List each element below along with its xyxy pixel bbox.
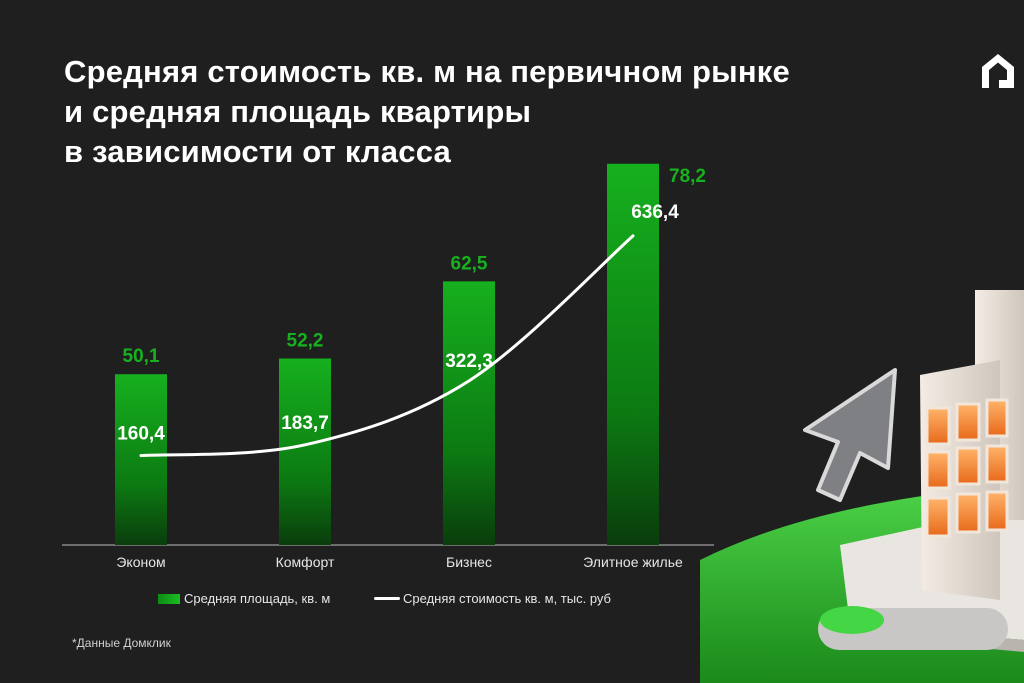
bar-value-label-2: 52,2 xyxy=(287,330,324,351)
legend-swatch-cost xyxy=(374,597,400,600)
bar-value-label-4: 78,2 xyxy=(669,166,706,187)
line-value-label-3: 322,3 xyxy=(445,351,493,372)
chart-title: Средняя стоимость кв. м на первичном рын… xyxy=(64,52,884,172)
x-tick-label-4: Элитное жилье xyxy=(583,554,683,570)
bar-4 xyxy=(607,163,659,545)
bar-3 xyxy=(443,281,495,545)
bar-value-label-3: 62,5 xyxy=(451,253,488,274)
legend-label-area: Средняя площадь, кв. м xyxy=(184,591,331,606)
bar-2 xyxy=(279,358,331,545)
building-cursor-illustration xyxy=(700,290,1024,683)
legend-label-cost: Средняя стоимость кв. м, тыс. руб xyxy=(403,591,611,606)
bar-value-label-1: 50,1 xyxy=(123,346,160,367)
x-tick-label-3: Бизнес xyxy=(446,554,492,570)
line-value-label-2: 183,7 xyxy=(281,413,329,434)
chart-title-line-1: Средняя стоимость кв. м на первичном рын… xyxy=(64,54,790,89)
x-tick-label-2: Комфорт xyxy=(276,554,335,570)
line-value-label-1: 160,4 xyxy=(117,424,165,445)
source-footnote: *Данные Домклик xyxy=(72,636,171,650)
chart-title-line-2: и средняя площадь квартиры xyxy=(64,94,532,129)
x-tick-label-1: Эконом xyxy=(116,554,165,570)
legend-item-area: Средняя площадь, кв. м xyxy=(158,591,330,606)
domclick-logo-icon xyxy=(982,54,1014,88)
line-value-label-4: 636,4 xyxy=(631,202,679,223)
legend-item-cost: Средняя стоимость кв. м, тыс. руб xyxy=(374,591,611,606)
cost-series-line xyxy=(139,234,635,458)
legend-swatch-area xyxy=(158,593,180,604)
bar-1 xyxy=(115,374,167,545)
chart-title-line-3: в зависимости от класса xyxy=(64,134,451,169)
